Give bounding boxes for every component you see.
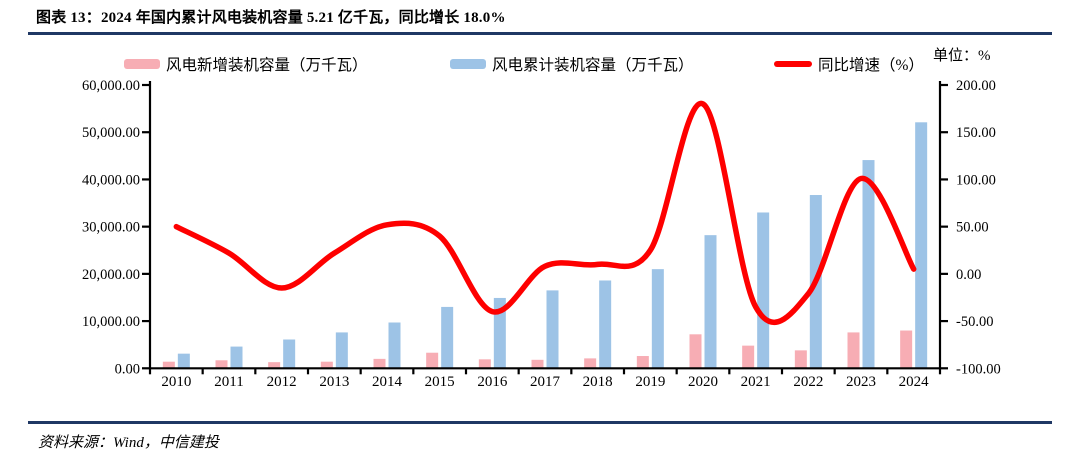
left-axis-tick-label: 10,000.00 — [82, 314, 140, 330]
x-axis-year-label: 2015 — [425, 374, 455, 390]
x-axis-year-label: 2016 — [477, 374, 508, 390]
legend-swatch-cumulative-capacity-icon — [450, 59, 486, 69]
x-axis-year-label: 2023 — [846, 374, 876, 390]
right-axis-tick-label: -50.00 — [956, 314, 993, 330]
bar-new-2019 — [636, 356, 649, 369]
left-axis-tick-label: 0.00 — [115, 361, 140, 377]
legend-label-cumulative-capacity: 风电累计装机容量（万千瓦） — [492, 57, 694, 74]
left-axis-tick-label: 50,000.00 — [82, 125, 140, 141]
bar-new-2012 — [268, 362, 281, 369]
right-axis-tick-label: 50.00 — [956, 220, 989, 236]
bar-cumulative-2011 — [230, 346, 243, 369]
legend-swatch-yoy-growth-icon — [774, 61, 812, 67]
yoy-growth-line — [173, 101, 917, 325]
bar-new-2010 — [162, 361, 175, 369]
bar-new-2011 — [215, 360, 228, 369]
right-axis-tick-label: 100.00 — [956, 172, 996, 188]
bar-cumulative-2018 — [599, 280, 612, 369]
bar-new-2023 — [847, 332, 860, 369]
divider-bottom — [28, 421, 1052, 425]
bar-new-2017 — [531, 359, 544, 369]
bar-cumulative-2024 — [915, 122, 928, 369]
bar-cumulative-2010 — [177, 353, 190, 369]
divider-top — [28, 32, 1052, 36]
bar-new-2021 — [742, 345, 755, 369]
legend-item-yoy-growth: 同比增速（%） — [774, 52, 924, 76]
bar-cumulative-2021 — [757, 212, 770, 369]
x-axis-year-label: 2010 — [161, 374, 191, 390]
chart-legend: 风电新增装机容量（万千瓦） 风电累计装机容量（万千瓦） 同比增速（%） — [0, 52, 1080, 80]
bar-cumulative-2019 — [651, 269, 664, 369]
bar-new-2015 — [426, 352, 439, 369]
bar-cumulative-2020 — [704, 235, 717, 369]
x-axis-year-label: 2019 — [635, 374, 665, 390]
x-axis-year-label: 2011 — [214, 374, 243, 390]
legend-label-new-capacity: 风电新增装机容量（万千瓦） — [166, 57, 368, 74]
bar-cumulative-2016 — [493, 297, 506, 369]
left-axis-tick-label: 30,000.00 — [82, 220, 140, 236]
bar-new-2018 — [584, 358, 597, 369]
source-note: 资料来源：Wind，中信建投 — [38, 435, 219, 451]
legend-item-cumulative-capacity: 风电累计装机容量（万千瓦） — [450, 52, 694, 76]
x-axis-year-label: 2017 — [530, 374, 561, 390]
bar-new-2022 — [794, 350, 807, 369]
bar-new-2013 — [320, 361, 333, 369]
bar-new-2014 — [373, 358, 386, 369]
x-axis-year-label: 2024 — [899, 374, 930, 390]
bar-cumulative-2013 — [335, 332, 348, 369]
x-axis-year-label: 2018 — [583, 374, 613, 390]
bar-new-2016 — [478, 359, 491, 369]
bar-cumulative-2012 — [283, 339, 296, 369]
x-axis-year-label: 2020 — [688, 374, 718, 390]
figure-title: 图表 13：2024 年国内累计风电装机容量 5.21 亿千瓦，同比增长 18.… — [36, 10, 506, 26]
x-axis-year-label: 2014 — [372, 374, 403, 390]
bar-new-2024 — [900, 330, 913, 369]
right-axis-tick-label: -100.00 — [956, 361, 1001, 377]
legend-swatch-new-capacity-icon — [124, 59, 160, 69]
x-axis-year-label: 2013 — [319, 374, 349, 390]
right-axis-tick-label: 200.00 — [956, 78, 996, 94]
bar-cumulative-2014 — [388, 322, 401, 369]
bar-cumulative-2017 — [546, 290, 559, 369]
x-axis-year-label: 2022 — [793, 374, 823, 390]
bar-cumulative-2023 — [862, 160, 875, 369]
bar-cumulative-2015 — [441, 306, 454, 369]
legend-label-yoy-growth: 同比增速（%） — [818, 57, 924, 74]
x-axis-year-label: 2012 — [267, 374, 297, 390]
left-axis-tick-label: 40,000.00 — [82, 172, 140, 188]
right-axis-tick-label: 0.00 — [956, 267, 981, 283]
legend-item-new-capacity: 风电新增装机容量（万千瓦） — [124, 52, 368, 76]
left-axis-tick-label: 20,000.00 — [82, 267, 140, 283]
unit-label: 单位：% — [933, 48, 991, 64]
right-axis-tick-label: 150.00 — [956, 125, 996, 141]
x-axis-year-label: 2021 — [741, 374, 771, 390]
left-axis-tick-label: 60,000.00 — [82, 78, 140, 94]
bar-new-2020 — [689, 334, 702, 369]
